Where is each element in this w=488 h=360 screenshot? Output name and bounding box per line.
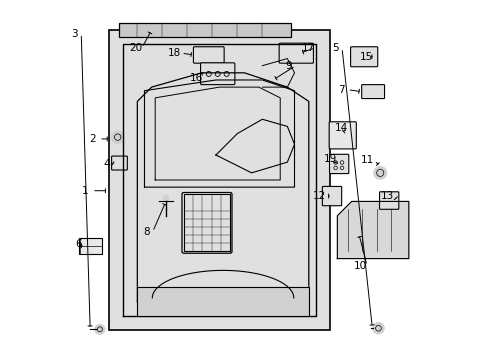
Text: 4: 4	[103, 159, 110, 169]
FancyBboxPatch shape	[379, 192, 398, 209]
FancyBboxPatch shape	[361, 85, 384, 99]
Text: 14: 14	[334, 123, 347, 133]
FancyBboxPatch shape	[119, 23, 290, 37]
Text: 17: 17	[302, 43, 315, 53]
Text: 3: 3	[71, 28, 78, 39]
Circle shape	[163, 195, 168, 201]
Text: 1: 1	[82, 186, 89, 196]
FancyBboxPatch shape	[279, 43, 313, 63]
FancyBboxPatch shape	[350, 47, 377, 67]
Polygon shape	[337, 202, 408, 258]
Text: 8: 8	[142, 227, 149, 237]
Circle shape	[111, 131, 124, 144]
Text: 9: 9	[285, 61, 292, 71]
Text: 11: 11	[360, 156, 374, 165]
FancyBboxPatch shape	[80, 238, 102, 254]
FancyBboxPatch shape	[322, 186, 341, 206]
Text: 15: 15	[359, 52, 372, 62]
Text: 16: 16	[189, 73, 203, 83]
Circle shape	[373, 166, 386, 179]
FancyBboxPatch shape	[193, 47, 224, 63]
FancyBboxPatch shape	[111, 156, 127, 170]
FancyBboxPatch shape	[328, 122, 356, 149]
Text: 7: 7	[337, 85, 344, 95]
Text: 20: 20	[129, 43, 142, 53]
Text: 12: 12	[312, 191, 325, 201]
FancyBboxPatch shape	[329, 154, 348, 174]
Text: 6: 6	[75, 239, 81, 249]
FancyBboxPatch shape	[108, 30, 329, 330]
Circle shape	[372, 323, 384, 334]
Text: 19: 19	[323, 154, 336, 163]
Text: 18: 18	[168, 48, 181, 58]
Circle shape	[95, 324, 104, 334]
FancyBboxPatch shape	[200, 63, 234, 85]
Text: 2: 2	[89, 134, 96, 144]
Polygon shape	[137, 287, 308, 316]
Text: 10: 10	[353, 261, 366, 271]
Text: 5: 5	[332, 43, 338, 53]
Text: 13: 13	[380, 191, 393, 201]
